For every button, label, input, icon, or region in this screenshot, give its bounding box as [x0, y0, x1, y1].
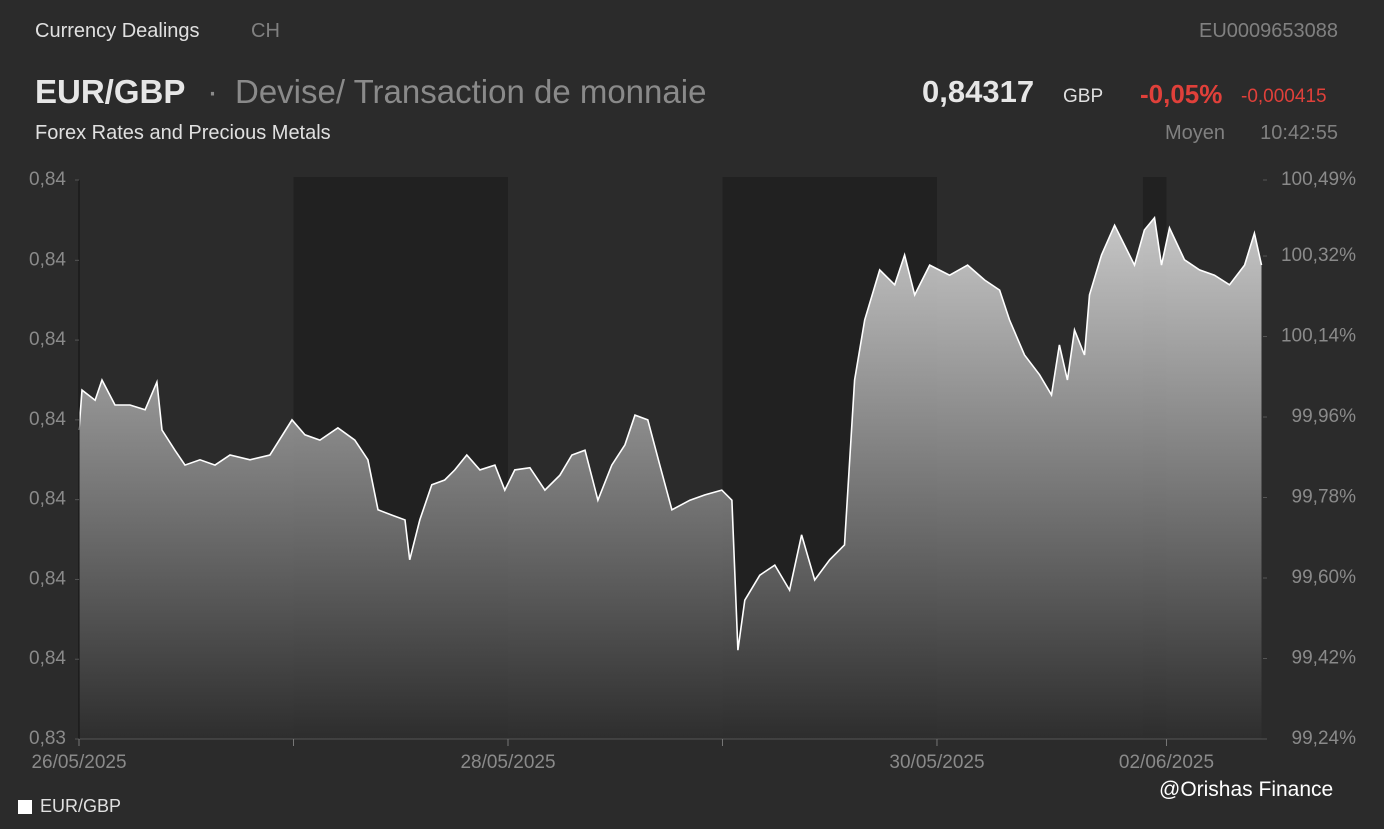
section: Currency Dealings: [35, 20, 200, 42]
y-tick-label: 0,84: [29, 648, 66, 669]
legend-label: EUR/GBP: [40, 796, 121, 816]
description: Devise/ Transaction de monnaie: [235, 73, 707, 110]
y-tick-label: 0,84: [29, 329, 66, 350]
legend-swatch: [18, 800, 32, 814]
market: Forex Rates and Precious Metals: [35, 122, 331, 144]
area: [79, 217, 1262, 740]
change-abs: -0,000415: [1241, 86, 1327, 107]
country: CH: [251, 20, 280, 42]
y-tick-label: 0,84: [29, 249, 66, 270]
y-tick-label: 0,84: [29, 169, 66, 190]
x-tick-label: 30/05/2025: [889, 752, 984, 773]
y2-tick-label: 99,96%: [1292, 406, 1357, 427]
y2-tick-label: 100,14%: [1281, 326, 1356, 347]
y2-tick-label: 100,49%: [1281, 169, 1356, 190]
y2-tick-label: 99,24%: [1292, 728, 1357, 749]
symbol: EUR/GBP: [35, 73, 186, 110]
y2-tick-label: 100,32%: [1281, 245, 1356, 266]
y-tick-label: 0,83: [29, 728, 66, 749]
y-tick-label: 0,84: [29, 409, 66, 430]
y-tick-label: 0,84: [29, 489, 66, 510]
price-type: Moyen: [1165, 122, 1226, 144]
x-tick-label: 02/06/2025: [1119, 752, 1214, 773]
change-pct: -0,05%: [1140, 79, 1223, 109]
line: [78, 215, 1263, 651]
x-tick-label: 28/05/2025: [460, 752, 555, 773]
x-tick-label: 26/05/2025: [31, 752, 126, 773]
time: 10:42:55: [1260, 122, 1338, 144]
isin: EU0009653088: [1198, 20, 1338, 42]
separator: ·: [207, 73, 218, 110]
y2-tick-label: 99,42%: [1292, 648, 1357, 669]
y2-tick-label: 99,60%: [1292, 567, 1357, 588]
y2-tick-label: 99,78%: [1292, 487, 1357, 508]
currency: GBP: [1063, 86, 1104, 107]
watermark: @Orishas Finance: [1159, 778, 1334, 801]
y-tick-label: 0,84: [29, 568, 66, 589]
price: 0,84317: [922, 74, 1035, 109]
